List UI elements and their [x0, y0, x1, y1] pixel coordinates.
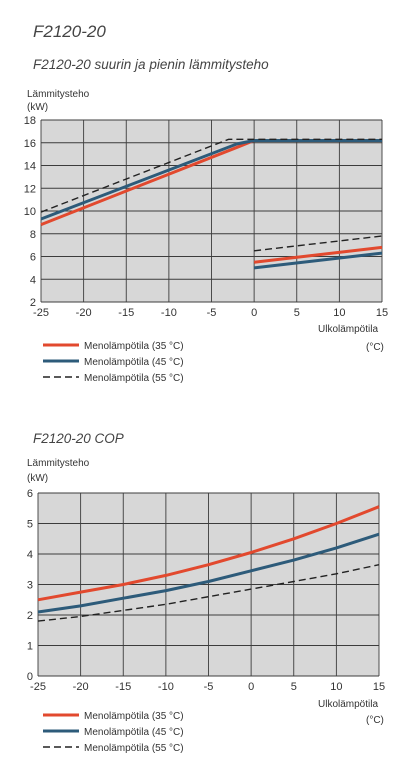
chart1-xlabel-line2: (°C) [366, 342, 384, 353]
chart2-xtick-label: 0 [248, 681, 254, 693]
chart1-ytick-label: 10 [24, 206, 36, 218]
chart2-xtick-label: -25 [30, 681, 46, 693]
chart2-title: F2120-20 COP [33, 431, 124, 446]
chart2-legend-label-2: Menolämpötila (45 °C) [84, 727, 184, 738]
chart1-ytick-label: 12 [24, 183, 36, 195]
chart1-ylabel-line1: Lämmitysteho [27, 89, 90, 100]
chart2-ytick-label: 4 [27, 549, 33, 561]
chart2-xtick-label: -10 [158, 681, 174, 693]
chart1-ytick-label: 14 [24, 161, 36, 173]
chart2-ytick-label: 2 [27, 610, 33, 622]
chart2-xtick-label: -5 [204, 681, 214, 693]
chart1-series-line-1 [253, 245, 383, 264]
chart2-xlabel-line2: (°C) [366, 715, 384, 726]
chart2-ytick-label: 1 [27, 641, 33, 653]
chart2-series-line-3 [37, 564, 380, 622]
chart2-ylabel-line2: (kW) [27, 473, 49, 484]
chart1-series-line-2 [253, 251, 383, 270]
chart2-xtick-label: -15 [115, 681, 131, 693]
chart1-xtick-label: -5 [207, 307, 217, 319]
chart2-ytick-label: 0 [27, 671, 33, 683]
chart1-ylabel-line2: (kW) [27, 102, 49, 113]
chart1-xtick-label: -20 [76, 307, 92, 319]
chart1-xtick-label: 10 [333, 307, 345, 319]
chart1-ytick-label: 2 [30, 297, 36, 309]
chart1-xtick-label: 5 [294, 307, 300, 319]
chart1-ytick-label: 4 [30, 274, 36, 286]
chart2-ytick-label: 6 [27, 488, 33, 500]
chart1-xtick-label: -15 [118, 307, 134, 319]
chart1-series-line-3 [40, 138, 382, 213]
chart1-xlabel-line1: Ulkolämpötila [318, 324, 379, 335]
chart2-xlabel-line1: Ulkolämpötila [318, 699, 379, 710]
page-title: F2120-20 [33, 22, 106, 41]
chart1-ytick-label: 18 [24, 115, 36, 127]
chart1-xtick-label: -25 [33, 307, 49, 319]
chart1-legend-label-3: Menolämpötila (55 °C) [84, 373, 184, 384]
chart2-ylabel-line1: Lämmitysteho [27, 458, 90, 469]
chart1-legend-label-2: Menolämpötila (45 °C) [84, 357, 184, 368]
chart1-ytick-label: 16 [24, 138, 36, 150]
chart2-xtick-label: -20 [73, 681, 89, 693]
chart1-legend-label-1: Menolämpötila (35 °C) [84, 341, 184, 352]
chart2-xtick-label: 15 [373, 681, 385, 693]
chart2-ytick-label: 3 [27, 580, 33, 592]
chart2-legend-label-3: Menolämpötila (55 °C) [84, 743, 184, 754]
chart1-series-line-2 [40, 139, 382, 221]
chart1-xtick-label: 0 [251, 307, 257, 319]
chart1-xtick-label: -10 [161, 307, 177, 319]
chart2-series-line-1 [37, 505, 380, 602]
chart1-ytick-label: 6 [30, 252, 36, 264]
chart1-ytick-label: 8 [30, 229, 36, 241]
chart2-legend-label-1: Menolämpötila (35 °C) [84, 711, 184, 722]
chart1-xtick-label: 15 [376, 307, 388, 319]
chart1-title: F2120-20 suurin ja pienin lämmitysteho [33, 57, 269, 72]
chart2-ytick-label: 5 [27, 519, 33, 531]
chart2-xtick-label: 10 [330, 681, 342, 693]
chart2-xtick-label: 5 [291, 681, 297, 693]
chart2-series-line-2 [37, 532, 380, 614]
